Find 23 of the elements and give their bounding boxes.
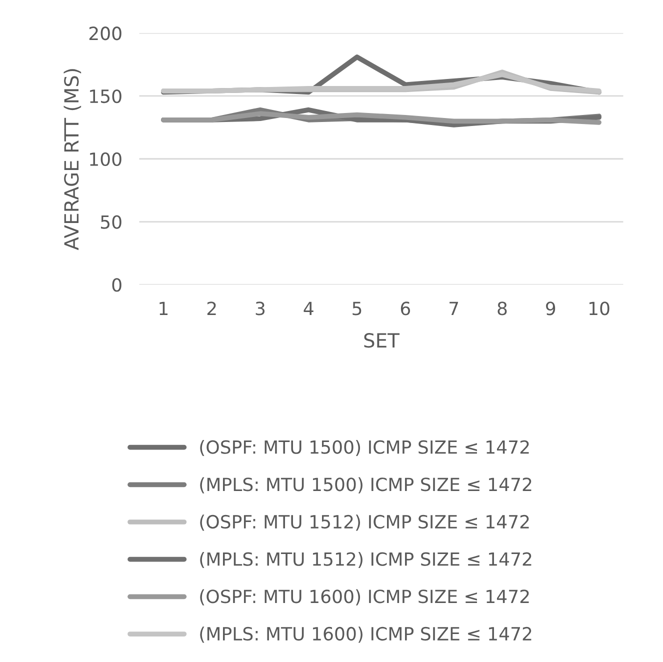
y-tick-label: 100 [90,152,122,166]
x-tick-label: 9 [546,302,556,316]
x-tick-label: 6 [400,302,410,316]
legend-label: (OSPF: MTU 1600) ICMP SIZE ≤ 1472 [200,589,529,606]
legend-label: (OSPF: MTU 1512) ICMP SIZE ≤ 1472 [200,514,529,531]
x-tick-label: 2 [207,302,216,316]
y-tick-label: 0 [112,278,122,292]
x-tick-label: 1 [160,302,168,316]
legend-label: (MPLS: MTU 1500) ICMP SIZE ≤ 1472 [200,477,532,494]
y-tick-label: 50 [100,215,122,229]
y-tick-label: 200 [89,26,122,40]
x-axis-title: SET [364,333,400,348]
x-tick-label: 10 [590,302,610,316]
legend-label: (OSPF: MTU 1500) ICMP SIZE ≤ 1472 [200,440,529,456]
x-tick-label: 3 [256,302,265,316]
legend-label: (MPLS: MTU 1600) ICMP SIZE ≤ 1472 [200,626,532,643]
legend-label: (MPLS: MTU 1512) ICMP SIZE ≤ 1472 [200,552,532,568]
y-axis-title: AVERAGE RTT (MS) [64,69,82,250]
x-tick-label: 7 [450,302,458,316]
x-tick-label: 4 [304,302,314,316]
x-tick-label: 5 [352,302,362,316]
x-tick-label: 8 [498,302,507,316]
y-tick-label: 150 [90,89,122,104]
